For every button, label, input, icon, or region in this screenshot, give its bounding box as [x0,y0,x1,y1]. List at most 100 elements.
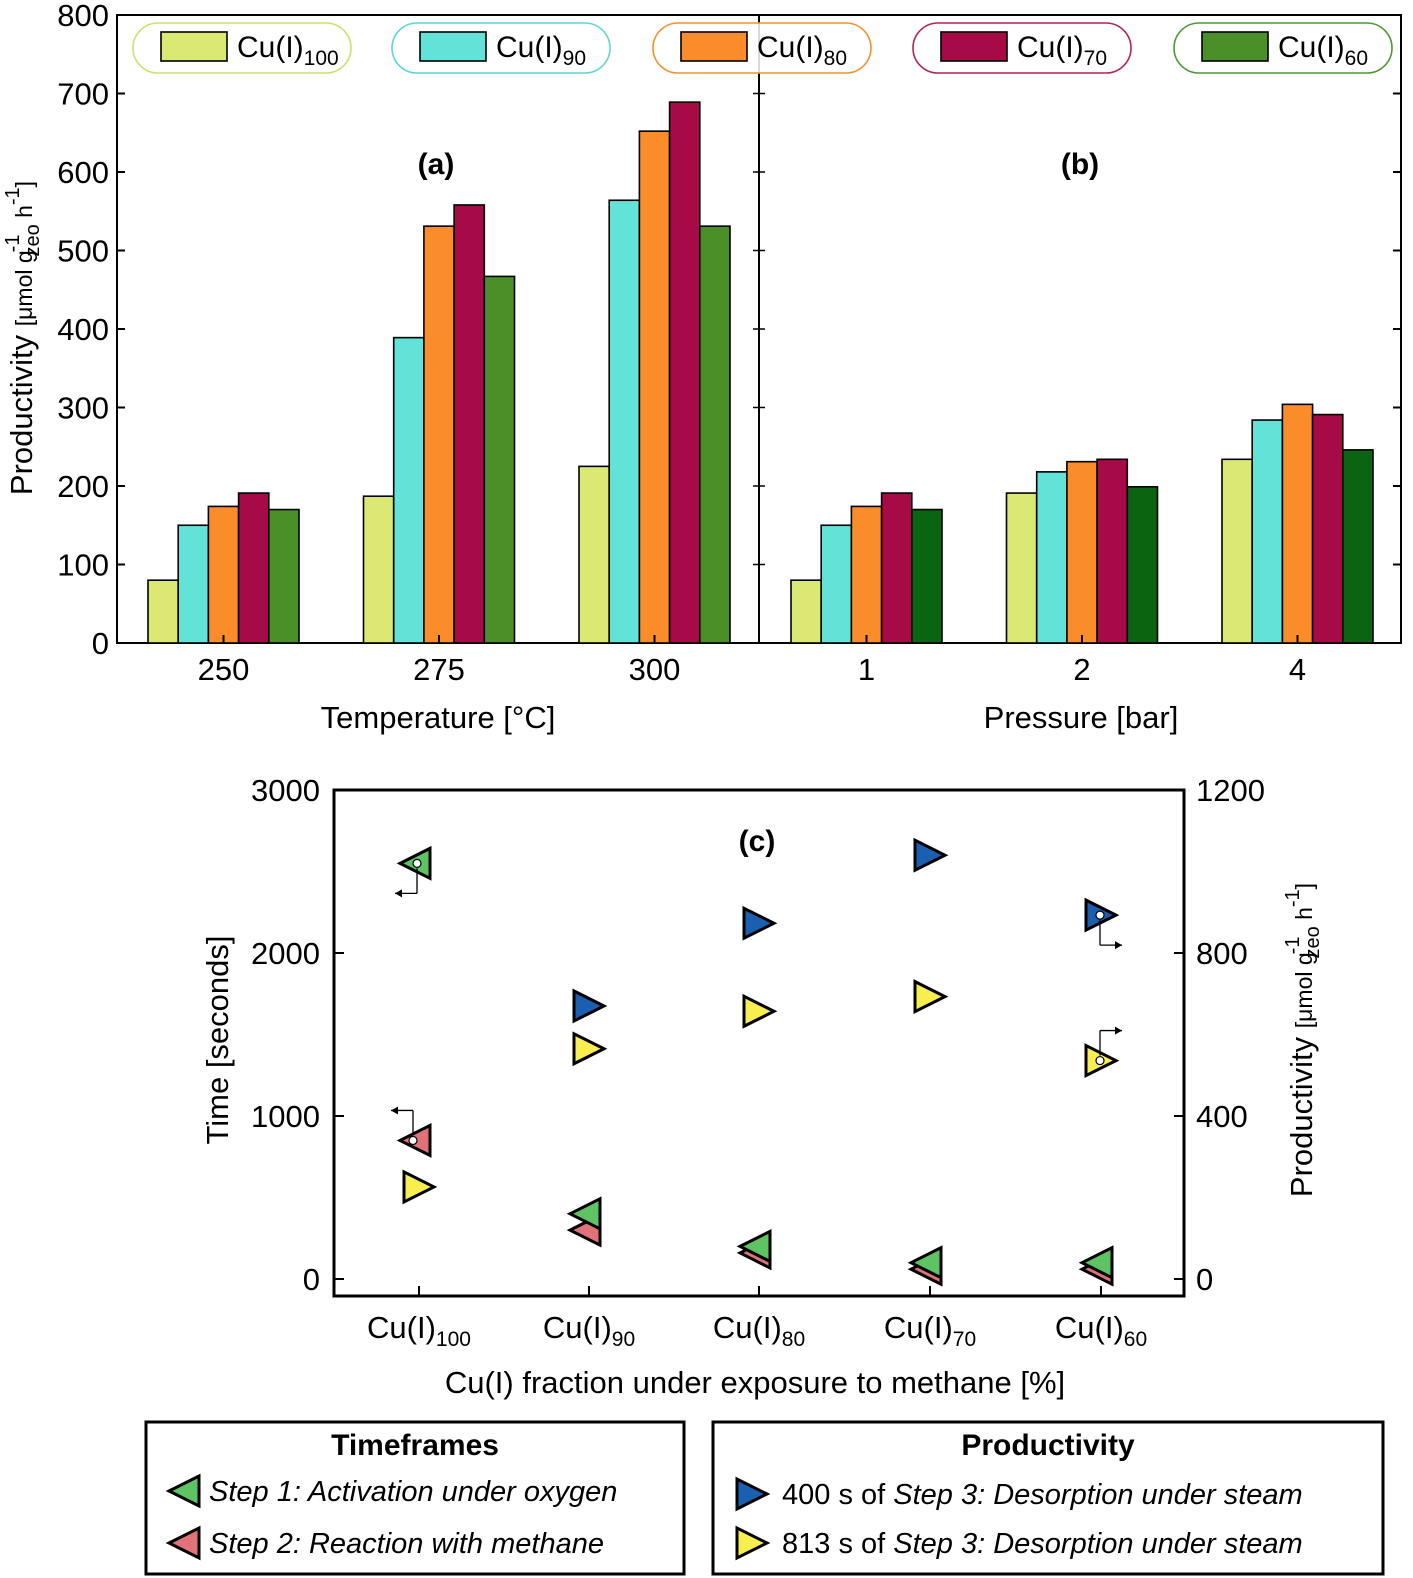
legend-title-timeframes: Timeframes [331,1429,499,1462]
legend-label: Cu(I)70 [1017,31,1107,70]
x-tick-label: 275 [413,652,465,687]
panel-b-bar [850,505,883,644]
legend-label-steam813: 813 s of Step 3: Desorption under steam [782,1528,1303,1560]
y-tick-label: 500 [57,234,109,269]
plot-frame-c [332,788,1186,1298]
y-tick-label: 700 [57,77,109,112]
legend-label-steam400: 400 s of Step 3: Desorption under steam [782,1479,1303,1511]
panel-a-bar [423,225,455,644]
y-tick-label: 600 [57,155,109,190]
legend-marker-step2 [165,1525,201,1561]
legend-marker-steam400 [735,1476,771,1512]
indicator-dot [1095,910,1105,920]
panel-b-bar [1281,403,1314,644]
panel-b-bar [1311,413,1344,644]
legend-box-timeframes [144,1420,686,1576]
marker-steam813 [742,993,778,1029]
panel-a-bar [362,495,395,644]
panel-a-bar [207,505,240,644]
legend-label-step1: Step 1: Activation under oxygen [209,1476,617,1508]
indicator-dot [412,858,422,868]
x-tick-label: Cu(I)70 [884,1310,976,1351]
legend-label: Cu(I)60 [1278,31,1368,70]
y-tick-label: 800 [57,0,109,33]
panel-a-bar [237,492,270,644]
legend-box-productivity [711,1420,1385,1576]
legend-swatch [419,31,487,62]
x-tick-label: Cu(I)90 [543,1310,635,1351]
panel-a-bar [668,101,701,644]
x-tick-label: 300 [629,652,681,687]
marker-step1 [736,1228,772,1264]
x-tick-label: 4 [1289,652,1306,687]
y-tick-label: 0 [92,626,109,661]
y-tick-label-right: 800 [1196,936,1248,971]
scatter-panel: 0 1000 2000 3000 0 400 800 1200 Cu(I)100 Cu(I)90 C… [200,773,1324,1400]
y-tick-label-left: 1000 [251,1099,320,1134]
panel-b-bar [1251,419,1284,644]
panel-a-bar [147,579,180,644]
panel-a-bar [483,275,516,644]
panel-a-bar [638,130,671,644]
legend-label: Cu(I)100 [237,31,339,70]
y-tick-label-left: 3000 [251,773,320,808]
left-axis-indicator-step1 [395,858,422,898]
panel-b-bar [790,579,823,644]
y-tick-label: 400 [57,312,109,347]
x-axis-title-a: Temperature [°C] [321,700,556,735]
x-axis-title-b: Pressure [bar] [984,700,1179,735]
x-tick-label: Cu(I)80 [713,1310,805,1351]
x-axis-title-c: Cu(I) fraction under exposure to methane… [445,1365,1065,1400]
legend-item: Cu(I)80 [652,22,872,74]
panel-a-bar [392,336,425,644]
legend-item: Cu(I)70 [912,22,1132,74]
panel-b-bar [1342,449,1374,644]
panel-b-bar [820,524,853,644]
marker-steam813 [402,1169,438,1205]
panel-label-b: (b) [1061,148,1099,181]
right-axis-indicator-steam813 [1095,1026,1122,1066]
panel-b-bar [1035,471,1068,644]
indicator-dot [1095,1055,1105,1066]
panel-b-bar [1066,460,1098,644]
legend-swatch [940,31,1008,62]
y-axis-title-left: Time [seconds] [200,935,235,1144]
panel-b-bar [910,508,943,644]
marker-steam813 [572,1031,608,1067]
panel-b-bar [1126,485,1159,644]
panel-b-bar [1096,458,1129,644]
marker-steam400 [913,837,949,873]
panel-b-bar [880,492,913,644]
y-axis-title: Productivity [μmol g-1zeo h-1] [2,181,44,495]
y-tick-label-left: 2000 [251,936,320,971]
indicator-head [1115,1026,1122,1035]
panel-a-bar [177,524,210,644]
bar-panels: 0 100 200 300 400 500 600 700 800 Productivity [μ… [2,0,1402,735]
panel-a-bar [698,225,731,644]
legend-marker-steam813 [735,1525,771,1561]
y-tick-label: 200 [57,469,109,504]
indicator-head [395,889,402,898]
panel-a-bar [453,204,486,644]
legend-label: Cu(I)90 [496,31,586,70]
marker-steam813 [913,979,949,1015]
x-tick-label: Cu(I)100 [367,1310,471,1351]
marker-steam400 [572,988,608,1024]
panel-a-bar [608,199,641,644]
legend-swatch [680,31,748,62]
panel-b-bar [1005,492,1038,644]
legend-label: Cu(I)80 [757,31,847,70]
y-tick-label: 100 [57,548,109,583]
panel-a-bar [267,508,300,644]
left-axis-indicator-step2 [391,1106,418,1146]
marker-steam400 [742,905,778,941]
y-axis-title-right: Productivity [μmol g-1zeo h-1] [1282,883,1324,1197]
legend-marker-step1 [165,1473,201,1509]
y-tick-label-left: 0 [303,1262,320,1297]
x-tick-label: 1 [858,652,875,687]
legend-label-step2: Step 2: Reaction with methane [209,1528,604,1560]
legend-item: Cu(I)60 [1173,22,1393,74]
panel-b-bar [1221,458,1254,644]
legend-swatch [1201,31,1269,62]
